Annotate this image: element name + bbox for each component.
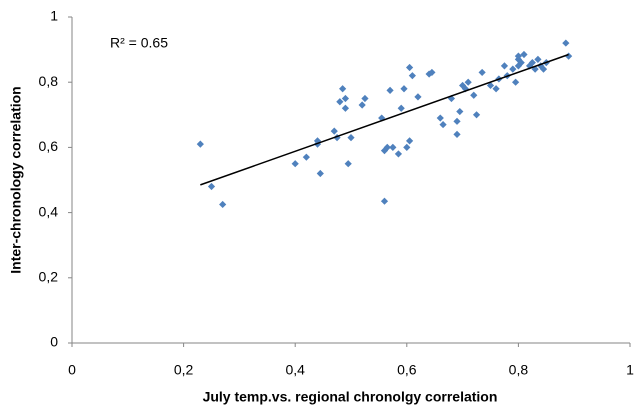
scatter-point [347, 134, 355, 142]
scatter-point [397, 104, 405, 112]
scatter-point [383, 143, 391, 151]
scatter-point [408, 72, 416, 80]
x-tick-label: 0,2 [174, 362, 194, 378]
y-tick-label: 0,8 [39, 73, 59, 89]
scatter-point [565, 52, 573, 60]
scatter-point [453, 117, 461, 125]
x-tick-label: 0,8 [509, 362, 529, 378]
y-axis-title: Inter-chronology correlation [8, 86, 24, 273]
x-tick-label: 0,6 [397, 362, 417, 378]
x-tick-label: 0 [68, 362, 76, 378]
scatter-point [492, 85, 500, 93]
scatter-point [514, 62, 522, 70]
scatter-point [414, 93, 422, 101]
scatter-point [436, 114, 444, 122]
scatter-point [400, 85, 408, 93]
scatter-point [344, 160, 352, 168]
x-axis-title: July temp.vs. regional chronolgy correla… [203, 389, 498, 405]
scatter-point [514, 52, 522, 60]
scatter-point [336, 98, 344, 106]
scatter-point [339, 85, 347, 93]
scatter-point [386, 86, 394, 94]
scatter-point [537, 62, 545, 70]
annotation: R² = 0.65 [110, 35, 168, 51]
scatter-point [333, 134, 341, 142]
scatter-point [453, 130, 461, 138]
scatter-point [219, 200, 227, 209]
y-tick-label: 0,4 [39, 203, 59, 219]
y-tick-label: 0 [50, 334, 58, 350]
y-tick-label: 0,2 [39, 269, 59, 285]
scatter-point [509, 65, 517, 73]
y-tick-label: 1 [50, 8, 58, 24]
scatter-point [456, 107, 464, 116]
scatter-point [528, 59, 536, 67]
scatter-point [330, 127, 338, 135]
scatter-point [439, 120, 447, 129]
scatter-point [512, 78, 520, 86]
scatter-point [472, 111, 481, 119]
x-tick-label: 0,4 [285, 362, 305, 378]
scatter-point [341, 94, 350, 103]
scatter-point [461, 85, 469, 93]
x-tick-label: 1 [626, 362, 634, 378]
scatter-point [428, 68, 436, 77]
scatter-point [196, 140, 204, 148]
y-tick-label: 0,6 [39, 138, 59, 154]
scatter-point [361, 94, 369, 103]
scatter-point [539, 65, 548, 73]
scatter-point [358, 101, 366, 109]
scatter-point [389, 143, 397, 151]
scatter-point [313, 137, 322, 145]
scatter-point [478, 68, 486, 77]
scatter-point [302, 153, 310, 161]
scatter-point [464, 78, 472, 86]
scatter-point [486, 81, 495, 90]
scatter-point [531, 65, 539, 73]
scatter-point [470, 91, 478, 99]
scatter-point [291, 160, 299, 168]
trendline [200, 53, 569, 186]
scatter-point [520, 50, 528, 59]
scatter-point [207, 182, 216, 191]
scatter-point [403, 143, 411, 151]
scatter-point [459, 81, 467, 90]
scatter-point [405, 137, 414, 145]
scatter-point [500, 62, 509, 70]
scatter-point [394, 150, 403, 158]
scatter-point [380, 197, 389, 205]
scatter-point [562, 39, 570, 47]
scatter-point [534, 55, 542, 63]
scatter-point [405, 63, 414, 72]
scatter-point [316, 169, 324, 178]
scatter-point [341, 104, 350, 112]
scatter-point [517, 59, 525, 67]
